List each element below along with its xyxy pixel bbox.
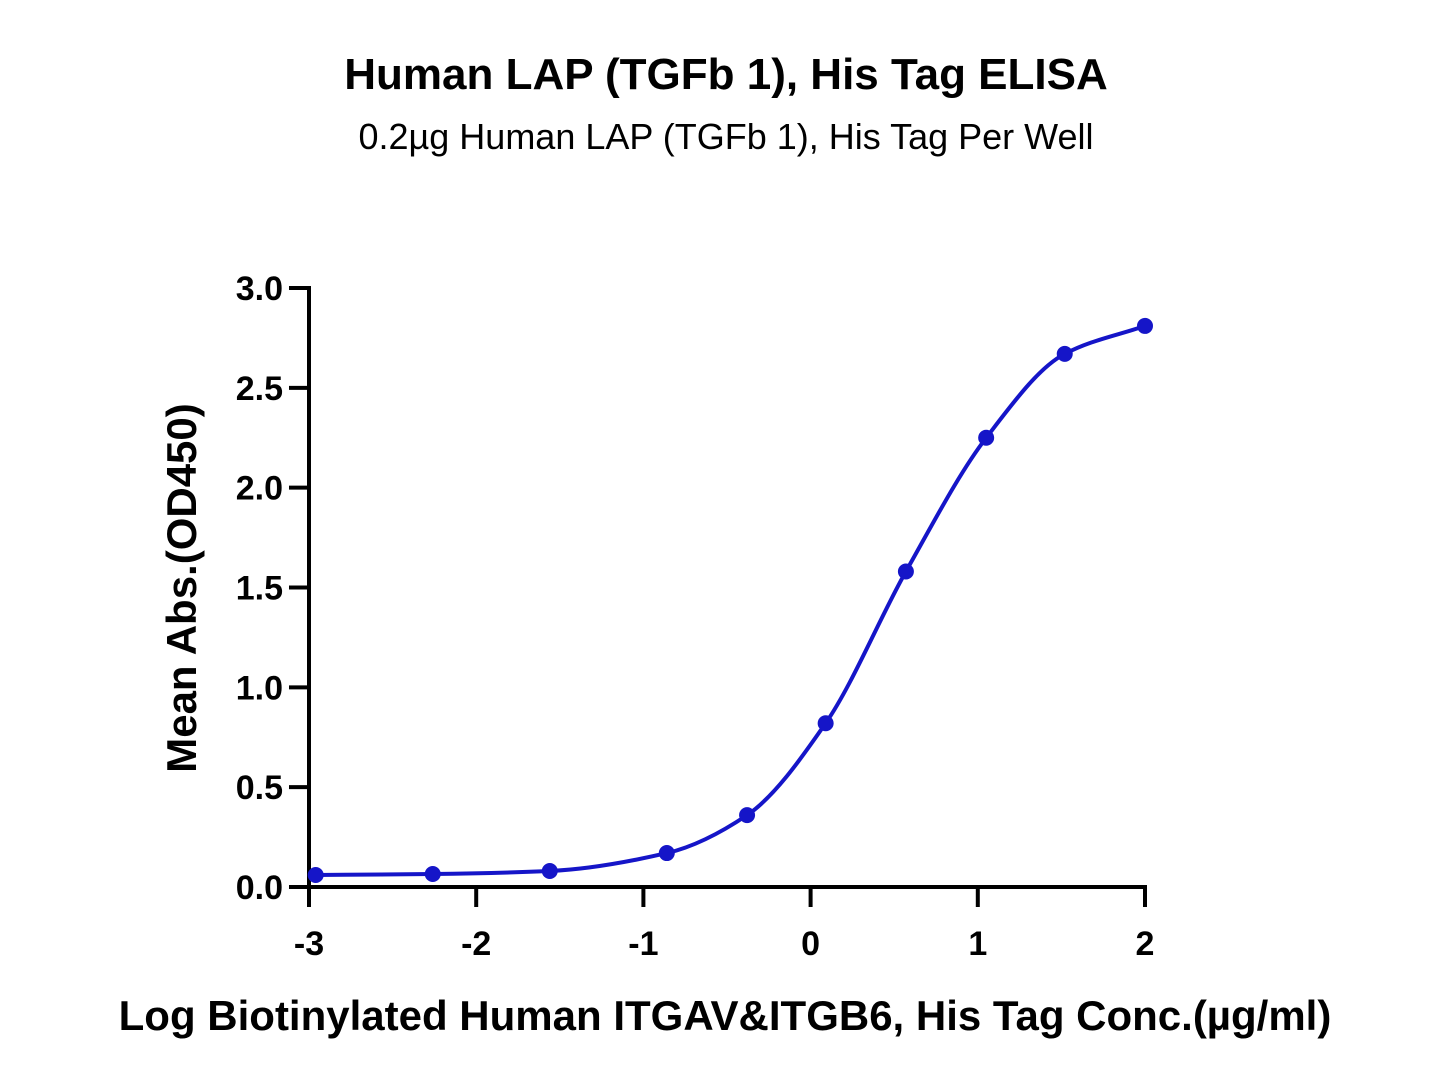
y-tick-label: 2.5 — [236, 370, 283, 408]
chart-subtitle: 0.2µg Human LAP (TGFb 1), His Tag Per We… — [358, 116, 1094, 157]
y-tick-label: 0.5 — [236, 769, 283, 807]
x-tick-label: -2 — [461, 925, 491, 963]
data-point — [1056, 345, 1073, 362]
y-tick-label: 0.0 — [236, 869, 283, 907]
data-point — [307, 867, 324, 884]
data-point — [658, 845, 675, 862]
y-axis-label: Mean Abs.(OD450) — [158, 403, 205, 773]
y-tick-label: 3.0 — [236, 270, 283, 308]
data-point — [817, 715, 834, 732]
data-points-layer — [307, 317, 1153, 884]
x-tick-label: -3 — [294, 925, 324, 963]
data-point — [897, 563, 914, 580]
fit-curve — [315, 324, 1146, 877]
chart-title: Human LAP (TGFb 1), His Tag ELISA — [344, 50, 1108, 99]
fit-curve-layer — [315, 324, 1146, 877]
x-tick-label: 1 — [968, 925, 987, 963]
data-point — [424, 866, 441, 883]
data-point — [1137, 317, 1153, 334]
y-tick-label: 2.0 — [236, 470, 283, 508]
data-point — [541, 863, 558, 880]
x-tick-label: 0 — [801, 925, 820, 963]
x-tick-label: 2 — [1136, 925, 1155, 963]
data-point — [978, 429, 995, 446]
y-tick-label: 1.5 — [236, 570, 283, 608]
x-axis-label: Log Biotinylated Human ITGAV&ITGB6, His … — [119, 992, 1332, 1039]
y-tick-label: 1.0 — [236, 669, 283, 707]
data-point — [739, 807, 756, 824]
axes: 0.0 0.5 1.0 1.5 2.0 2.5 3.0 -3 -2 -1 0 1 2 — [236, 270, 1155, 963]
x-tick-label: -1 — [628, 925, 658, 963]
